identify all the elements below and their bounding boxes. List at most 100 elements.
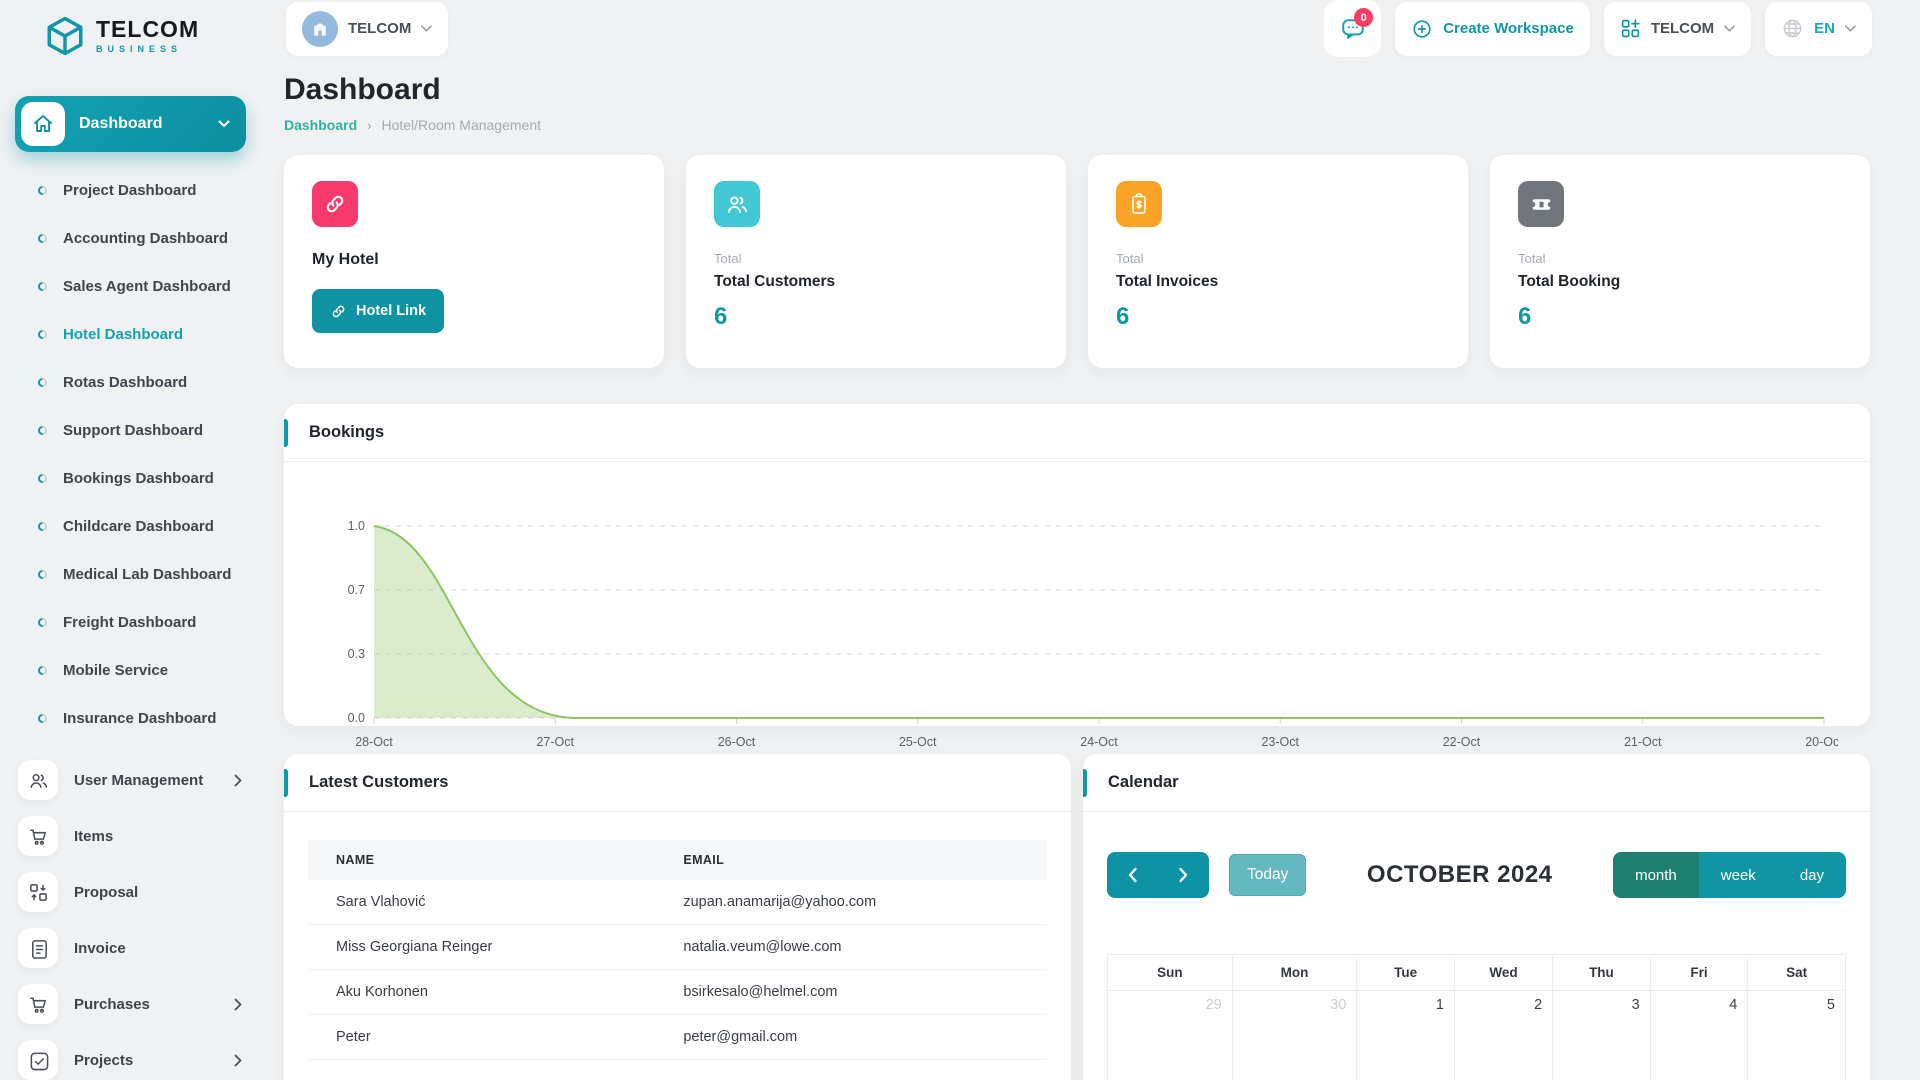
sidebar-active-label: Dashboard — [79, 115, 163, 132]
sidebar-item-label: Items — [74, 827, 114, 845]
column-header-email: EMAIL — [683, 853, 725, 867]
stat-title: Total Booking — [1518, 273, 1621, 290]
create-workspace-button[interactable]: Create Workspace — [1395, 1, 1590, 56]
language-selector[interactable]: EN — [1765, 1, 1872, 56]
customer-name: Sara Vlahović — [308, 880, 656, 925]
customer-row: Peter peter@gmail.com — [308, 1014, 1047, 1060]
sidebar-item-mobile-service[interactable]: Mobile Service — [0, 646, 264, 694]
sidebar-item-rotas-dashboard[interactable]: Rotas Dashboard — [0, 358, 264, 406]
bullet-icon — [36, 279, 49, 293]
sidebar-item-freight-dashboard[interactable]: Freight Dashboard — [0, 598, 264, 646]
sidebar-item-hotel-dashboard[interactable]: Hotel Dashboard — [0, 310, 264, 358]
weekday-header-wed: Wed — [1453, 954, 1554, 991]
sidebar-item-projects[interactable]: Projects — [0, 1032, 264, 1080]
sidebar-item-medical-lab-dashboard[interactable]: Medical Lab Dashboard — [0, 550, 264, 598]
calendar-view-week[interactable]: week — [1698, 852, 1778, 898]
calendar-day-cell[interactable]: 1 — [1356, 990, 1455, 1080]
sidebar-item-proposal[interactable]: Proposal — [0, 864, 264, 920]
workspace-avatar — [302, 10, 338, 47]
breadcrumb-current: Hotel/Room Management — [381, 117, 541, 133]
calendar-day-cell[interactable]: 3 — [1552, 990, 1651, 1080]
home-icon — [21, 102, 65, 146]
org-selector[interactable]: TELCOM — [1603, 1, 1752, 56]
svg-text:0.3: 0.3 — [348, 647, 365, 661]
customer-email: zupan.anamarija@yahoo.com — [655, 880, 1047, 925]
sidebar-item-purchases[interactable]: Purchases — [0, 976, 264, 1032]
sidebar-item-label: User Management — [74, 771, 204, 789]
calendar-day-cell[interactable]: 5 — [1747, 990, 1846, 1080]
calendar-day-cell[interactable]: 2 — [1453, 990, 1554, 1080]
day-number: 30 — [1330, 997, 1347, 1013]
language-label: EN — [1814, 20, 1835, 37]
total-customers-card: Total Total Customers 6 — [686, 155, 1066, 368]
svg-text:25-Oct: 25-Oct — [899, 735, 937, 749]
ticket-icon — [1518, 181, 1564, 227]
breadcrumb-root-link[interactable]: Dashboard — [284, 117, 358, 133]
calendar-next-button[interactable] — [1158, 852, 1209, 898]
weekday-header-mon: Mon — [1231, 954, 1358, 991]
chat-button[interactable]: 0 — [1324, 0, 1382, 57]
day-number: 1 — [1435, 997, 1444, 1013]
sidebar-item-items[interactable]: Items — [0, 808, 264, 864]
total-booking-card: Total Total Booking 6 — [1490, 155, 1870, 368]
day-number: 29 — [1205, 997, 1222, 1013]
calendar-panel: Calendar Today OCTOBER 2024 — [1083, 754, 1870, 1080]
svg-text:22-Oct: 22-Oct — [1443, 735, 1481, 749]
main-area: TELCOM 0 — [264, 0, 1920, 1080]
globe-icon — [1781, 17, 1804, 40]
sidebar-item-childcare-dashboard[interactable]: Childcare Dashboard — [0, 502, 264, 550]
calendar-day-cell[interactable]: 4 — [1649, 990, 1749, 1080]
cart-icon — [18, 984, 58, 1024]
svg-text:23-Oct: 23-Oct — [1261, 735, 1299, 749]
sidebar-item-insurance-dashboard[interactable]: Insurance Dashboard — [0, 694, 264, 742]
sidebar-item-sales-agent-dashboard[interactable]: Sales Agent Dashboard — [0, 262, 264, 310]
latest-customers-title: Latest Customers — [309, 773, 449, 791]
calendar-grid: Sun Mon Tue Wed Thu Fri Sat 29 30 1 2 3 4 5 — [1107, 954, 1846, 1080]
stat-value: 6 — [1518, 303, 1532, 330]
calendar-view-month[interactable]: month — [1613, 852, 1699, 898]
sidebar-item-label: Accounting Dashboard — [63, 229, 229, 247]
workspace-selector[interactable]: TELCOM — [286, 1, 449, 56]
sidebar-item-accounting-dashboard[interactable]: Accounting Dashboard — [0, 214, 264, 262]
sidebar-item-label: Hotel Dashboard — [63, 325, 184, 343]
calendar-view-switcher: month week day — [1613, 852, 1846, 898]
chevron-right-icon — [234, 998, 242, 1011]
day-number: 2 — [1534, 997, 1543, 1013]
hotel-link-button[interactable]: Hotel Link — [312, 289, 445, 333]
total-invoices-card: Total Total Invoices 6 — [1088, 155, 1468, 368]
stat-value: 6 — [714, 303, 728, 330]
latest-customers-panel: Latest Customers NAME EMAIL Sara Vlahovi… — [284, 754, 1071, 1080]
customer-name: Aku Korhonen — [308, 969, 656, 1015]
sidebar-item-project-dashboard[interactable]: Project Dashboard — [0, 166, 264, 214]
users-icon — [18, 760, 58, 800]
weekday-header-fri: Fri — [1649, 954, 1749, 991]
calendar-day-cell[interactable]: 29 — [1107, 990, 1233, 1080]
plus-circle-icon — [1411, 18, 1433, 40]
column-header-name: NAME — [336, 853, 375, 867]
sidebar-item-bookings-dashboard[interactable]: Bookings Dashboard — [0, 454, 264, 502]
calendar-view-day[interactable]: day — [1777, 852, 1846, 898]
sidebar: TELCOM BUSINESS Dashboard Project Dashbo… — [0, 0, 264, 1080]
sidebar-item-invoice[interactable]: Invoice — [0, 920, 264, 976]
sidebar-item-user-management[interactable]: User Management — [0, 752, 264, 808]
sidebar-dashboard-list: Project Dashboard Accounting Dashboard Sal… — [0, 166, 264, 742]
stat-kicker: Total — [1116, 251, 1144, 266]
stat-title: Total Customers — [714, 273, 836, 290]
sidebar-item-dashboard[interactable]: Dashboard — [15, 96, 246, 152]
weekday-header-sat: Sat — [1747, 954, 1846, 991]
calendar-day-cell[interactable]: 30 — [1231, 990, 1358, 1080]
link-icon — [330, 303, 347, 320]
calendar-toolbar: Today OCTOBER 2024 month week day — [1107, 852, 1846, 898]
bookings-chart: 0.0 0.3 0.7 1.0 28-Oct 27-Oct 26-Oct 25-Oct 24-O… — [284, 462, 1870, 764]
svg-text:27-Oct: 27-Oct — [536, 735, 574, 749]
customer-name: Peter — [308, 1014, 656, 1060]
panel-accent-bar — [1083, 769, 1087, 797]
customers-header-row: NAME EMAIL — [308, 840, 1047, 880]
day-number: 4 — [1729, 997, 1738, 1013]
sidebar-item-support-dashboard[interactable]: Support Dashboard — [0, 406, 264, 454]
calendar-today-button[interactable]: Today — [1229, 854, 1307, 896]
sidebar-item-label: Freight Dashboard — [63, 613, 197, 631]
calendar-prev-button[interactable] — [1107, 852, 1158, 898]
sidebar-item-label: Proposal — [74, 883, 139, 901]
